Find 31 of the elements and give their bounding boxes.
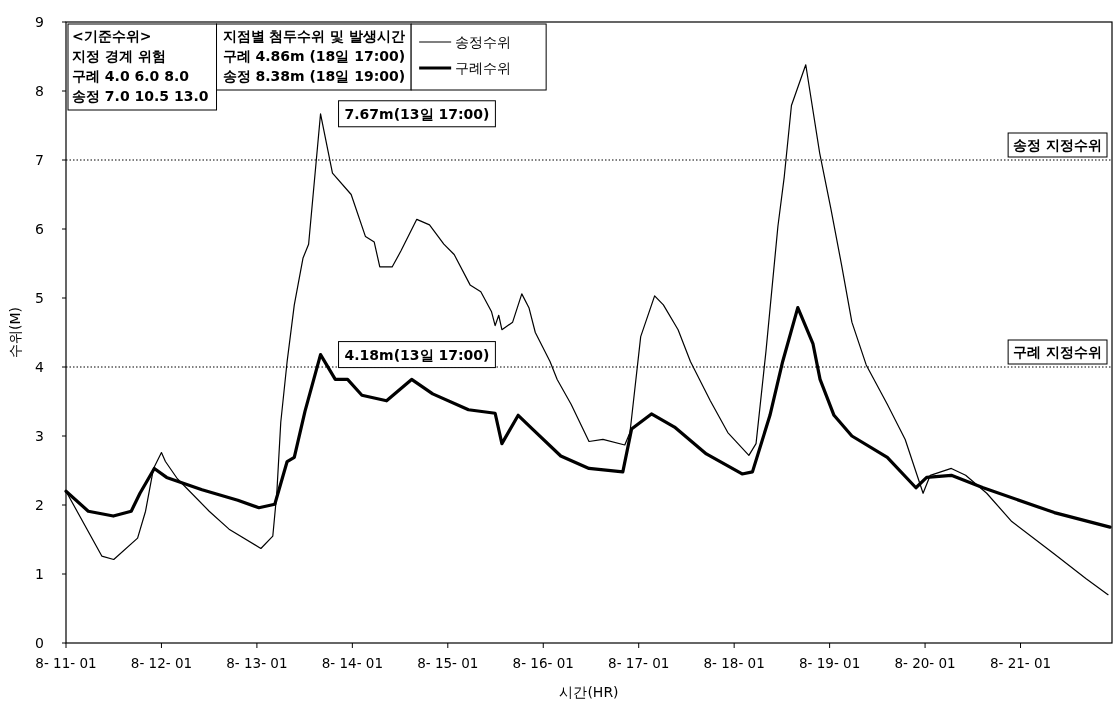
ref-line-label: 구례 지정수위	[1013, 344, 1102, 360]
x-tick-label: 8- 11- 01	[35, 655, 97, 671]
x-tick-label: 8- 17- 01	[608, 655, 670, 671]
x-tick-label: 8- 13- 01	[226, 655, 288, 671]
y-tick-label: 8	[35, 83, 44, 99]
annotation: <기준수위> 지정 경계 위험 구례 4.0 6.0 8.0 송정 7.0 10.5 13.0	[72, 28, 209, 104]
y-tick-label: 0	[35, 635, 44, 651]
y-tick-label: 6	[35, 221, 45, 237]
y-axis-title: 수위(M)	[7, 306, 23, 359]
x-tick-label: 8- 20- 01	[894, 655, 956, 671]
y-tick-label: 9	[35, 14, 44, 30]
ref-line-label: 송정 지정수위	[1013, 137, 1102, 153]
legend-label: 송정수위	[455, 34, 512, 50]
x-tick-label: 8- 16- 01	[512, 655, 574, 671]
annotation: 4.18m(13일 17:00)	[344, 346, 490, 363]
x-tick-label: 8- 14- 01	[321, 655, 383, 671]
y-tick-label: 7	[35, 152, 44, 168]
x-tick-label: 8- 21- 01	[989, 655, 1052, 671]
annotation: 7.67m(13일 17:00)	[344, 105, 490, 122]
x-axis-title: 시간(HR)	[559, 684, 619, 700]
y-tick-label: 5	[35, 290, 44, 306]
y-tick-label: 3	[35, 428, 44, 444]
y-tick-label: 1	[35, 566, 44, 582]
x-tick-label: 8- 12- 01	[130, 655, 193, 671]
legend-label: 구례수위	[455, 60, 512, 76]
x-tick-label: 8- 18- 01	[703, 655, 765, 671]
y-tick-label: 4	[35, 359, 45, 375]
x-tick-label: 8- 15- 01	[417, 655, 479, 671]
annotation: 지점별 첨두수위 및 발생시간 구례 4.86m (18일 17:00) 송정 8.38m (18일 19:00)	[222, 28, 406, 84]
y-tick-label: 2	[35, 497, 44, 513]
x-tick-label: 8- 19- 01	[798, 655, 861, 671]
